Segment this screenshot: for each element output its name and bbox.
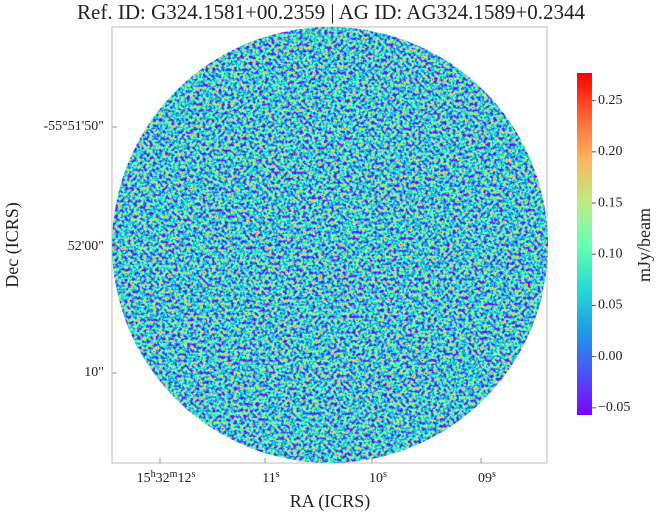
x-tick-label: 09s bbox=[478, 469, 496, 486]
colorbar-tick-label: 0.05 bbox=[598, 298, 623, 313]
colorbar-tick-label: 0.25 bbox=[598, 93, 623, 108]
tick-unit: s bbox=[492, 469, 496, 480]
y-tick-label: -55°51'50" bbox=[44, 119, 105, 134]
tick-unit: m bbox=[170, 469, 178, 480]
x-tick-label: 11s bbox=[262, 469, 279, 486]
tick-unit: s bbox=[276, 469, 280, 480]
colorbar-tick-label: 0.10 bbox=[598, 246, 623, 261]
tick-unit: s bbox=[191, 469, 195, 480]
tick-digits: 10 bbox=[369, 471, 383, 486]
tick-unit: h bbox=[151, 469, 156, 480]
x-axis-label: RA (ICRS) bbox=[290, 491, 371, 512]
tick-digits: 12 bbox=[177, 471, 191, 486]
colorbar-tick-label: −0.05 bbox=[598, 400, 630, 415]
colorbar-tick-label: 0.15 bbox=[598, 195, 623, 210]
colorbar bbox=[577, 73, 592, 415]
colorbar-label: mJy/beam bbox=[634, 208, 654, 282]
chart-title: Ref. ID: G324.1581+00.2359 | AG ID: AG32… bbox=[77, 0, 585, 24]
y-axis-label: Dec (ICRS) bbox=[2, 202, 23, 287]
image-map bbox=[112, 27, 548, 463]
tick-digits: 11 bbox=[262, 471, 275, 486]
image-pixels bbox=[112, 27, 548, 463]
x-tick-label: 15h32m12s bbox=[137, 469, 196, 486]
y-tick-label: 10" bbox=[84, 365, 104, 380]
tick-unit: s bbox=[383, 469, 387, 480]
x-tick-label: 10s bbox=[369, 469, 387, 486]
colorbar-tick-label: 0.20 bbox=[598, 144, 623, 159]
tick-digits: 32 bbox=[156, 471, 170, 486]
colorbar-tick-label: 0.00 bbox=[598, 349, 623, 364]
y-tick-label: 52'00" bbox=[68, 239, 104, 254]
tick-digits: 09 bbox=[478, 471, 492, 486]
tick-digits: 15 bbox=[137, 471, 151, 486]
